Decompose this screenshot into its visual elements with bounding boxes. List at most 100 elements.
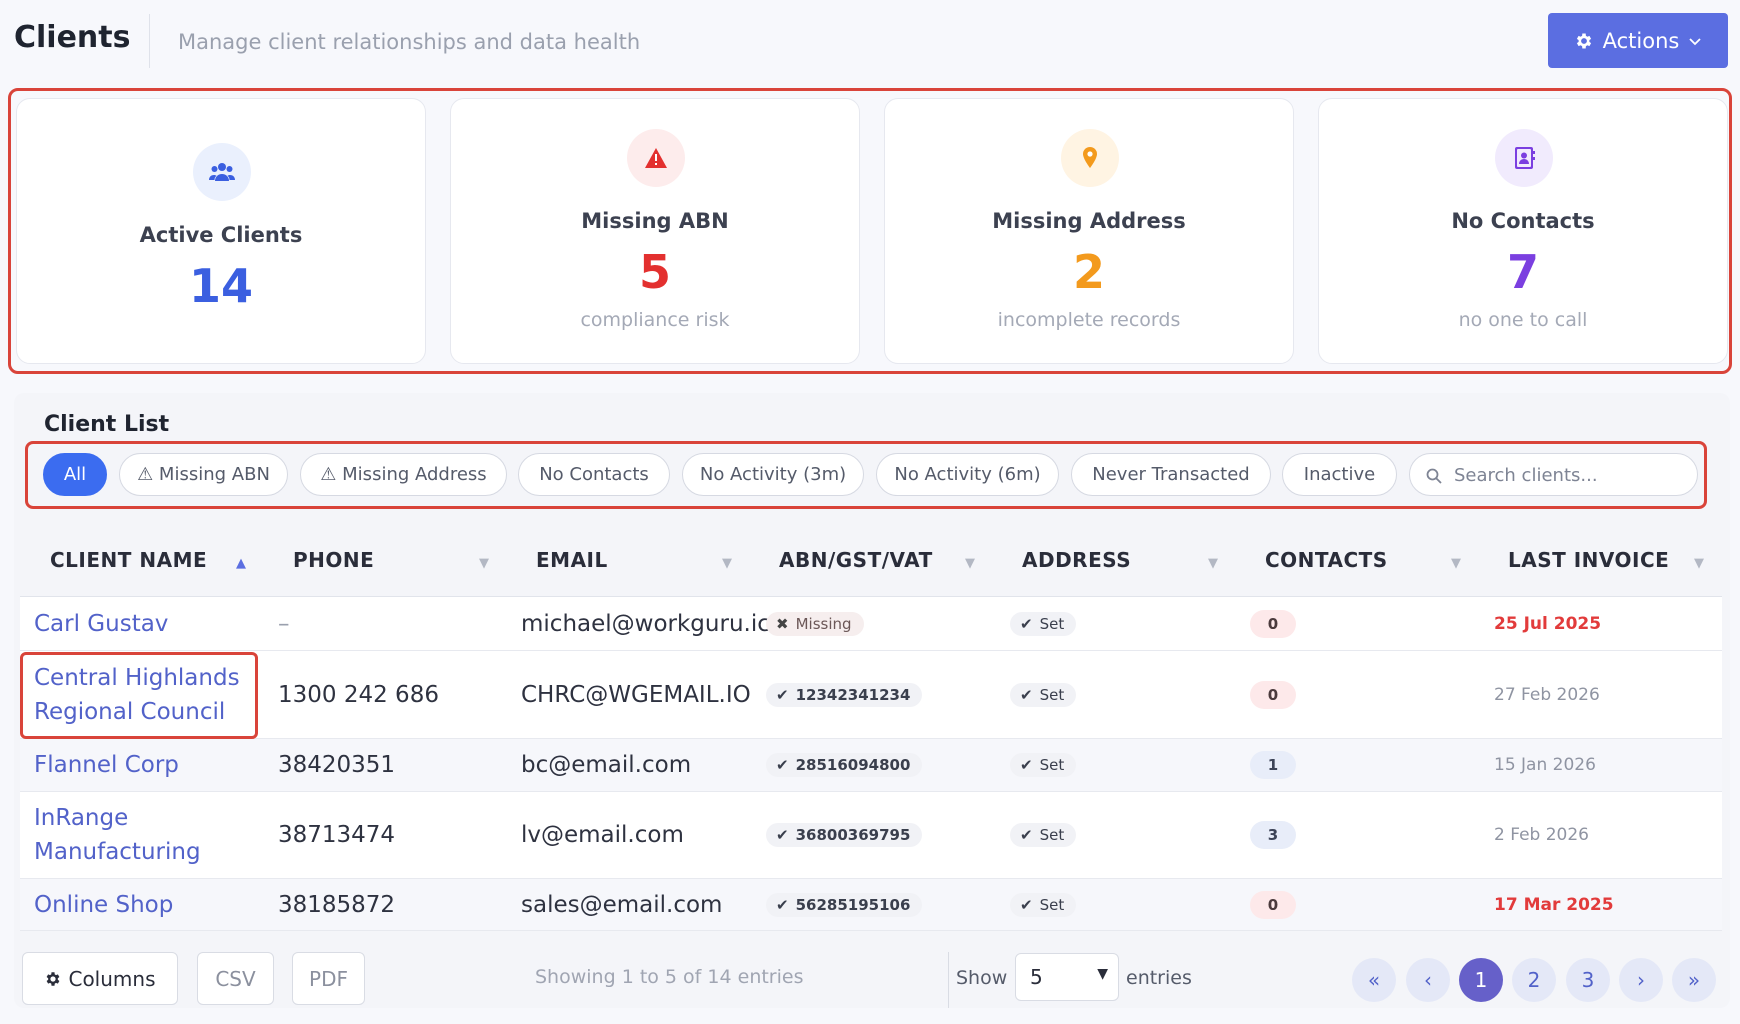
stat-sub: incomplete records [997,309,1181,331]
stat-card-no-contacts[interactable]: No Contacts 7 no one to call [1318,98,1728,364]
page-subtitle: Manage client relationships and data hea… [178,30,641,54]
abn-cell: ✔ 56285195106 [766,879,923,930]
check-icon: ✔ [1020,826,1033,844]
abn-value: 36800369795 [795,826,911,844]
stats-highlight [8,88,1732,374]
column-header-last-invoice[interactable]: LAST INVOICE [1508,547,1670,572]
address-cell: ✔ Set [1010,879,1077,930]
contacts-count-badge: 0 [1250,890,1296,919]
address-badge: ✔ Set [1010,682,1077,707]
abn-value: Missing [795,615,852,633]
table-row[interactable]: InRange Manufacturing 38713474 lv@email.… [20,792,1722,879]
page-size-value: 5 [1030,965,1043,989]
stat-card-active-clients[interactable]: Active Clients 14 [16,98,426,364]
sort-icon[interactable]: ▼ [965,556,975,571]
filter-chip-inactive[interactable]: Inactive [1282,453,1397,496]
phone-cell: 1300 242 686 [278,681,439,708]
client-name-link[interactable]: Central Highlands Regional Council [34,665,240,725]
gear-icon [1576,33,1591,48]
filter-chip-no-activity-3m[interactable]: No Activity (3m) [682,453,864,496]
actions-button[interactable]: Actions [1548,13,1728,68]
abn-badge: ✖ Missing [766,612,864,636]
table-row[interactable]: Central Highlands Regional Council 1300 … [20,651,1722,739]
column-header-contacts[interactable]: CONTACTS [1265,547,1388,572]
last-page-button[interactable]: » [1672,958,1716,1002]
stat-value: 7 [1506,245,1539,299]
sort-icon[interactable]: ▼ [1208,556,1218,571]
contacts-cell: 0 [1250,598,1296,650]
client-name-link[interactable]: Online Shop [34,891,174,918]
stat-value: 14 [188,259,253,313]
sort-icon[interactable]: ▼ [1451,556,1461,571]
sort-icon[interactable]: ▼ [479,556,489,571]
show-label: Show [956,967,1008,989]
phone-cell: 38420351 [278,752,396,778]
sort-icon[interactable]: ▼ [722,556,732,571]
address-cell: ✔ Set [1010,598,1077,650]
column-header-client-name[interactable]: CLIENT NAME [50,547,208,572]
close-icon: ✖ [776,615,789,633]
filter-chip-never-transacted[interactable]: Never Transacted [1071,453,1271,496]
column-header-email[interactable]: EMAIL [536,547,608,572]
table-row[interactable]: Carl Gustav – michael@workguru.ic ✖ Miss… [20,598,1722,651]
stat-value: 5 [638,245,671,299]
page-size-select[interactable]: 5 ▼ [1015,953,1119,1001]
stat-value: 2 [1072,245,1105,299]
page-title: Clients [14,20,131,55]
last-invoice-cell: 25 Jul 2025 [1494,614,1602,634]
abn-badge: ✔ 36800369795 [766,823,923,847]
check-icon: ✔ [1020,685,1033,704]
csv-button[interactable]: CSV [197,952,274,1005]
users-icon [193,143,251,201]
next-page-button[interactable]: › [1619,958,1663,1002]
contacts-cell: 0 [1250,651,1296,738]
table-header-row [20,522,1722,597]
sort-icon[interactable]: ▼ [1694,556,1704,571]
last-invoice-cell: 17 Mar 2025 [1494,894,1614,915]
page-button-1[interactable]: 1 [1459,958,1503,1002]
column-header-phone[interactable]: PHONE [293,547,375,572]
prev-page-button[interactable]: ‹ [1406,958,1450,1002]
column-header-address[interactable]: ADDRESS [1022,547,1132,572]
address-cell: ✔ Set [1010,739,1077,791]
sort-asc-icon[interactable]: ▲ [236,556,246,571]
page-button-3[interactable]: 3 [1566,958,1610,1002]
gear-icon [47,971,60,986]
search-box[interactable] [1409,453,1698,496]
email-cell: CHRC@WGEMAIL.IO [521,681,751,708]
address-value: Set [1039,685,1065,704]
stat-card-missing-abn[interactable]: Missing ABN 5 compliance risk [450,98,860,364]
filter-chip-no-activity-6m[interactable]: No Activity (6m) [876,453,1059,496]
table-row[interactable]: Online Shop 38185872 sales@email.com ✔ 5… [20,879,1722,931]
filter-chip-missing-abn[interactable]: ⚠ Missing ABN [119,453,288,496]
address-cell: ✔ Set [1010,792,1077,878]
first-page-button[interactable]: « [1352,958,1396,1002]
page-button-2[interactable]: 2 [1512,958,1556,1002]
client-name-link[interactable]: Carl Gustav [34,611,169,637]
client-name-link[interactable]: Flannel Corp [34,752,179,778]
filter-chip-missing-address[interactable]: ⚠ Missing Address [300,453,507,496]
map-pin-icon [1061,129,1119,187]
stat-label: No Contacts [1451,209,1595,233]
check-icon: ✔ [776,685,789,704]
abn-value: 28516094800 [795,756,911,774]
email-cell: michael@workguru.ic [521,611,770,637]
stat-label: Missing Address [992,209,1186,233]
columns-button[interactable]: Columns [22,952,178,1005]
warning-icon [627,129,685,187]
filter-chip-all[interactable]: All [43,453,107,496]
client-list-title: Client List [44,412,170,437]
search-input[interactable] [1454,462,1684,488]
filter-chip-no-contacts[interactable]: No Contacts [518,453,670,496]
pdf-button[interactable]: PDF [292,952,365,1005]
client-name-link[interactable]: InRange Manufacturing [34,805,201,865]
abn-cell: ✔ 36800369795 [766,792,923,878]
page-header: Clients Manage client relationships and … [0,0,1740,80]
column-header-abn[interactable]: ABN/GST/VAT [779,547,933,572]
filters-highlight [25,441,1707,509]
table-row[interactable]: Flannel Corp 38420351 bc@email.com ✔ 285… [20,739,1722,792]
abn-cell: ✖ Missing [766,598,864,650]
stat-card-missing-address[interactable]: Missing Address 2 incomplete records [884,98,1294,364]
abn-value: 12342341234 [795,685,911,704]
last-invoice-cell: 27 Feb 2026 [1494,684,1600,705]
